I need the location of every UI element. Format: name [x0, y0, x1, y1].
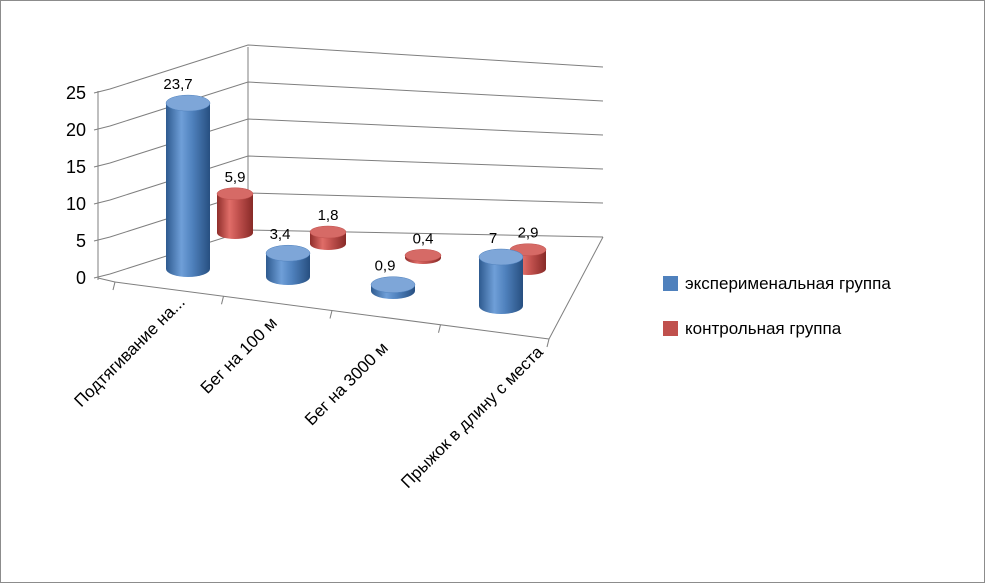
- bar: [478, 248, 524, 314]
- gridline-side: [93, 236, 111, 242]
- data-label: 0,9: [375, 258, 396, 275]
- bar-body: [266, 253, 310, 285]
- bar-top: [265, 244, 311, 262]
- bar: [404, 249, 442, 264]
- y-tick-label: 20: [66, 120, 86, 140]
- gridline-side: [93, 199, 111, 205]
- data-label: 5,9: [225, 169, 246, 186]
- category-label: Прыжок в длину с места: [397, 342, 547, 492]
- y-tick-label: 25: [66, 83, 86, 103]
- floor-left-edge: [97, 277, 116, 283]
- x-tick: [329, 310, 333, 319]
- bar-top: [370, 276, 416, 293]
- gridline-side: [93, 88, 111, 94]
- data-label: 1,8: [318, 207, 339, 224]
- x-tick: [546, 338, 550, 348]
- bar-top: [216, 187, 254, 201]
- gridline-side: [93, 125, 111, 131]
- bar: [265, 244, 311, 285]
- data-label: 2,9: [518, 225, 539, 242]
- bar-top: [165, 94, 211, 112]
- y-tick-label: 5: [76, 231, 86, 251]
- bar-body: [166, 103, 210, 277]
- data-label: 7: [489, 230, 497, 247]
- legend: эксперименальная группа контрольная групп…: [663, 274, 891, 338]
- bar: [309, 225, 347, 250]
- bar-body: [217, 193, 253, 239]
- bar-body: [479, 257, 523, 314]
- y-tick-label: 10: [66, 194, 86, 214]
- x-tick: [221, 296, 224, 305]
- floor-right-edge: [548, 236, 604, 340]
- data-label: 0,4: [413, 230, 434, 247]
- bar: [165, 94, 211, 277]
- bar-top: [309, 225, 347, 239]
- bar: [370, 276, 416, 299]
- legend-label: эксперименальная группа: [685, 274, 891, 293]
- gridline: [109, 44, 604, 90]
- legend-label: контрольная группа: [685, 319, 842, 338]
- data-label: 3,4: [270, 226, 291, 243]
- chart-labels: 0 5 10 15 20 25 5,9 1,8 0,4 2,9 23,7 3,4 0,9 7 Подтяги…: [66, 76, 547, 492]
- bar-top: [404, 249, 442, 262]
- bar-top: [478, 248, 524, 266]
- x-tick: [112, 281, 116, 291]
- gridline-side: [93, 162, 111, 168]
- legend-swatch: [663, 276, 678, 291]
- bar: [216, 187, 254, 239]
- legend-swatch: [663, 321, 678, 336]
- category-label: Бег на 100 м: [197, 313, 281, 397]
- y-tick-label: 0: [76, 268, 86, 288]
- category-label: Подтягивание на...: [71, 292, 189, 410]
- y-tick-label: 15: [66, 157, 86, 177]
- data-label: 23,7: [163, 76, 192, 93]
- category-label: Бег на 3000 м: [301, 338, 392, 429]
- chart-bars: [165, 94, 547, 314]
- gridline-side: [93, 273, 111, 279]
- x-tick: [438, 324, 441, 333]
